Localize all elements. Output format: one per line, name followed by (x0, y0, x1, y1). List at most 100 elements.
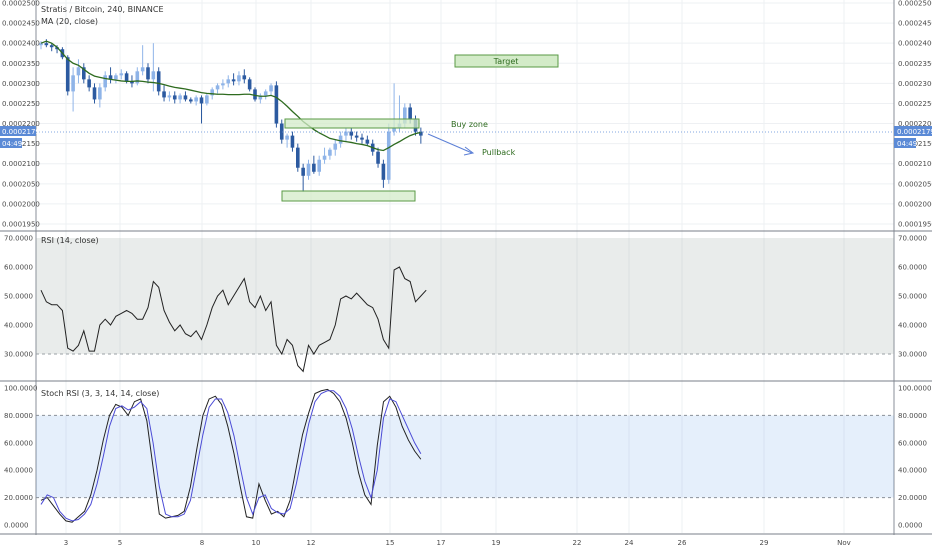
candle[interactable] (344, 127, 348, 142)
candle[interactable] (419, 127, 423, 144)
candle[interactable] (349, 127, 354, 140)
candle[interactable] (269, 83, 273, 96)
candle[interactable] (263, 89, 268, 100)
candle[interactable] (92, 83, 97, 104)
annotations[interactable]: Target Buy zone Pullback (281, 54, 559, 202)
candle[interactable] (162, 85, 166, 102)
candle[interactable] (274, 81, 279, 128)
candle[interactable] (194, 95, 198, 106)
candle[interactable] (231, 73, 236, 86)
candle[interactable] (253, 87, 257, 102)
ma-legend: MA (20, close) (41, 17, 98, 26)
candle[interactable] (258, 93, 263, 104)
buy-zone-box[interactable]: Buy zone (284, 118, 488, 129)
y-tick-price: 0.0002300 (898, 80, 932, 88)
candle[interactable] (183, 91, 188, 102)
candle[interactable] (237, 71, 241, 86)
y-tick-price: 0.0002250 (898, 100, 932, 108)
x-tick-label: 19 (492, 539, 501, 547)
candle[interactable] (338, 131, 343, 148)
buy-zone-label: Buy zone (451, 120, 488, 129)
candle[interactable] (279, 119, 284, 144)
candle[interactable] (317, 155, 321, 176)
rsi-pane[interactable] (36, 266, 894, 373)
x-axis[interactable]: 3 5 8 10 12 15 17 19 22 24 26 29 Nov (64, 539, 851, 547)
candle[interactable] (226, 75, 231, 88)
candle[interactable] (247, 77, 252, 92)
candle[interactable] (140, 45, 145, 76)
candle[interactable] (215, 83, 220, 94)
y-axis-left: 0.0002500 0.0002450 0.0002400 0.0002350 0.00… (2, 0, 40, 530)
support-box[interactable] (281, 190, 416, 202)
x-tick-label: 22 (573, 539, 582, 547)
candle[interactable] (82, 63, 86, 84)
y-tick-stoch: 100.0000 (4, 385, 37, 393)
candle[interactable] (285, 133, 289, 148)
stoch-line-k[interactable] (40, 388, 422, 523)
candle[interactable] (199, 95, 204, 124)
y-tick-price: 0.0001950 (2, 221, 40, 229)
y-tick-stoch: 20.0000 (4, 494, 33, 502)
candle[interactable] (328, 147, 332, 160)
candle[interactable] (306, 159, 311, 180)
y-tick-price: 0.0002200 (2, 120, 40, 128)
y-tick-price: 0.0002250 (2, 100, 40, 108)
stoch-pane[interactable] (36, 388, 894, 523)
x-tick-label: 24 (625, 539, 634, 547)
y-tick-stoch: 60.0000 (4, 439, 33, 447)
candle[interactable] (119, 69, 124, 80)
y-tick-stoch: 100.0000 (898, 385, 931, 393)
candle[interactable] (65, 55, 70, 96)
y-tick-rsi: 40.0000 (898, 322, 927, 330)
last-price-label-right: 0.0002179 (897, 128, 932, 136)
ma-line[interactable] (40, 40, 421, 152)
candle[interactable] (172, 91, 177, 104)
target-box[interactable]: Target (454, 54, 559, 68)
candle[interactable] (296, 143, 300, 172)
candle[interactable] (103, 71, 107, 92)
candle[interactable] (381, 159, 386, 188)
candle[interactable] (242, 69, 247, 84)
candle[interactable] (365, 135, 370, 146)
candle[interactable] (301, 163, 305, 192)
plot-background (36, 0, 894, 535)
candle[interactable] (146, 63, 150, 84)
candle[interactable] (108, 67, 113, 84)
candle[interactable] (189, 97, 193, 104)
stoch-line-d[interactable] (40, 390, 422, 522)
candle[interactable] (156, 67, 161, 96)
candle[interactable] (178, 93, 182, 104)
pullback-arrow[interactable]: Pullback (427, 133, 516, 157)
y-axis-right[interactable]: 0.0002500 0.0002450 0.0002400 0.0002350 0.00… (898, 0, 932, 530)
candle[interactable] (49, 43, 54, 52)
candle[interactable] (376, 147, 380, 168)
candle[interactable] (333, 139, 338, 156)
last-price-label-left: 0.0002179 (2, 128, 40, 136)
candle[interactable] (71, 67, 75, 112)
candle[interactable] (322, 147, 327, 164)
x-tick-label: 26 (678, 539, 687, 547)
candle[interactable] (151, 43, 156, 92)
candle[interactable] (114, 73, 118, 84)
candle[interactable] (76, 59, 81, 84)
candle[interactable] (312, 155, 316, 174)
rsi-line[interactable] (40, 266, 427, 373)
candle[interactable] (354, 131, 359, 142)
y-tick-rsi: 60.0000 (4, 264, 33, 272)
candle[interactable] (98, 83, 102, 108)
candle[interactable] (167, 91, 172, 102)
candle[interactable] (221, 79, 225, 90)
y-tick-price: 0.0002500 (898, 0, 932, 8)
candle[interactable] (135, 67, 140, 86)
y-tick-rsi: 70.0000 (898, 235, 927, 243)
y-tick-rsi: 60.0000 (898, 264, 927, 272)
candle[interactable] (87, 75, 91, 92)
y-tick-price: 0.0001950 (898, 221, 932, 229)
candle[interactable] (360, 133, 364, 144)
x-tick-label: 3 (64, 539, 68, 547)
candle[interactable] (290, 131, 295, 152)
candle[interactable] (386, 123, 391, 184)
candle[interactable] (205, 93, 209, 106)
rsi-legend: RSI (14, close) (41, 236, 99, 245)
